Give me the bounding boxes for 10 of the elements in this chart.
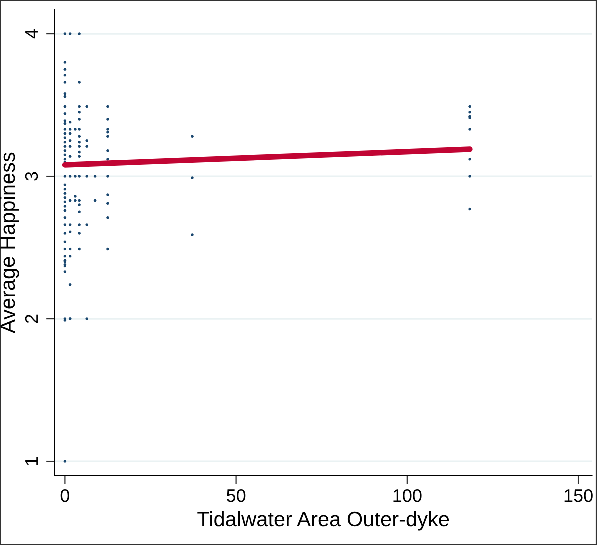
y-axis-title: Average Happiness [0, 152, 20, 334]
y-tick-label: 1 [26, 457, 38, 466]
y-tick-label: 4 [26, 30, 38, 39]
x-tick-label: 0 [60, 489, 70, 502]
y-tick-label: 3 [25, 172, 38, 181]
y-tick-label: 2 [25, 314, 38, 324]
x-axis-title: Tidalwater Area Outer-dyke [198, 511, 450, 531]
x-tick-label: 50 [226, 489, 246, 502]
x-tick-label: 150 [564, 489, 593, 502]
x-tick-label: 100 [394, 489, 422, 502]
